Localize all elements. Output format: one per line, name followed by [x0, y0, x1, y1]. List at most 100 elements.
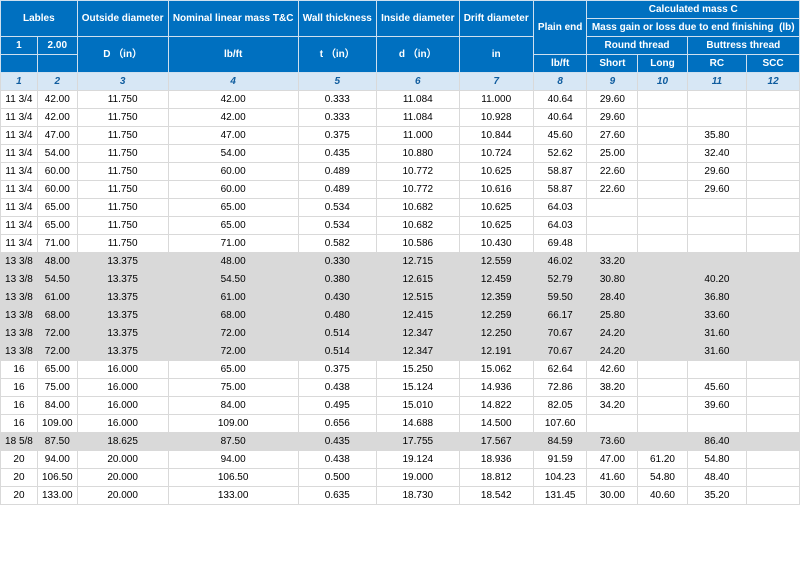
- table-cell: 14.822: [459, 397, 533, 415]
- table-cell: 87.50: [37, 433, 77, 451]
- table-cell: 11.084: [376, 109, 459, 127]
- table-cell: 0.489: [298, 163, 376, 181]
- table-cell: 46.02: [533, 253, 587, 271]
- table-row: 11 3/460.0011.75060.000.48910.77210.6165…: [1, 181, 800, 199]
- table-cell: 11 3/4: [1, 181, 38, 199]
- table-cell: [747, 235, 800, 253]
- table-cell: 11 3/4: [1, 127, 38, 145]
- table-cell: 13 3/8: [1, 271, 38, 289]
- table-cell: 22.60: [587, 163, 638, 181]
- table-cell: [638, 415, 687, 433]
- table-cell: [587, 199, 638, 217]
- table-cell: 16: [1, 397, 38, 415]
- table-cell: 0.438: [298, 451, 376, 469]
- table-cell: 25.80: [587, 307, 638, 325]
- table-cell: 68.00: [168, 307, 298, 325]
- table-row: 11 3/447.0011.75047.000.37511.00010.8444…: [1, 127, 800, 145]
- table-cell: 64.03: [533, 217, 587, 235]
- table-cell: 70.67: [533, 343, 587, 361]
- table-cell: 84.59: [533, 433, 587, 451]
- column-number: 9: [587, 73, 638, 91]
- table-cell: 24.20: [587, 325, 638, 343]
- table-cell: [638, 397, 687, 415]
- table-cell: 11 3/4: [1, 109, 38, 127]
- table-cell: 0.514: [298, 325, 376, 343]
- table-cell: [747, 451, 800, 469]
- table-cell: 31.60: [687, 343, 747, 361]
- table-cell: 10.616: [459, 181, 533, 199]
- hdr-rt-long: Long: [638, 55, 687, 73]
- table-cell: 22.60: [587, 181, 638, 199]
- table-row: 20106.5020.000106.500.50019.00018.812104…: [1, 469, 800, 487]
- table-cell: 11.750: [77, 145, 168, 163]
- table-row: 1684.0016.00084.000.49515.01014.82282.05…: [1, 397, 800, 415]
- table-row: 11 3/471.0011.75071.000.58210.58610.4306…: [1, 235, 800, 253]
- table-cell: [747, 415, 800, 433]
- table-cell: 60.00: [37, 163, 77, 181]
- column-number: 2: [37, 73, 77, 91]
- table-cell: [747, 289, 800, 307]
- table-cell: 0.534: [298, 217, 376, 235]
- table-cell: [687, 361, 747, 379]
- table-header: Lables Outside diameter Nominal linear m…: [1, 1, 800, 73]
- table-cell: 15.250: [376, 361, 459, 379]
- table-cell: 75.00: [37, 379, 77, 397]
- table-cell: 0.430: [298, 289, 376, 307]
- hdr-inside-diameter: Inside diameter: [376, 1, 459, 37]
- table-cell: 0.582: [298, 235, 376, 253]
- table-cell: 24.20: [587, 343, 638, 361]
- table-cell: 34.20: [587, 397, 638, 415]
- table-cell: 12.259: [459, 307, 533, 325]
- table-cell: [638, 343, 687, 361]
- hdr-rt-short: Short: [587, 55, 638, 73]
- table-cell: 27.60: [587, 127, 638, 145]
- table-cell: 11.750: [77, 127, 168, 145]
- table-cell: 71.00: [168, 235, 298, 253]
- table-cell: 13 3/8: [1, 253, 38, 271]
- table-cell: 12.415: [376, 307, 459, 325]
- table-cell: 47.00: [37, 127, 77, 145]
- table-cell: 45.60: [687, 379, 747, 397]
- hdr-bt-rc: RC: [687, 55, 747, 73]
- table-cell: 133.00: [168, 487, 298, 505]
- table-cell: 12.559: [459, 253, 533, 271]
- table-cell: 11 3/4: [1, 91, 38, 109]
- table-cell: 42.00: [168, 109, 298, 127]
- table-cell: 48.40: [687, 469, 747, 487]
- table-cell: [747, 433, 800, 451]
- table-cell: 38.20: [587, 379, 638, 397]
- table-cell: [747, 217, 800, 235]
- table-cell: 131.45: [533, 487, 587, 505]
- table-cell: 40.20: [687, 271, 747, 289]
- table-cell: [638, 163, 687, 181]
- table-cell: 42.00: [168, 91, 298, 109]
- table-cell: 28.40: [587, 289, 638, 307]
- table-cell: 0.375: [298, 361, 376, 379]
- table-cell: 10.724: [459, 145, 533, 163]
- hdr-calculated-mass: Calculated mass C: [587, 1, 800, 19]
- table-cell: 0.435: [298, 145, 376, 163]
- column-number: 3: [77, 73, 168, 91]
- table-cell: 47.00: [587, 451, 638, 469]
- table-cell: [638, 307, 687, 325]
- table-row: 20133.0020.000133.000.63518.73018.542131…: [1, 487, 800, 505]
- table-cell: 13.375: [77, 307, 168, 325]
- table-cell: 40.60: [638, 487, 687, 505]
- table-cell: 54.80: [638, 469, 687, 487]
- table-cell: [638, 325, 687, 343]
- table-cell: 10.430: [459, 235, 533, 253]
- table-cell: 18.542: [459, 487, 533, 505]
- table-cell: 54.50: [168, 271, 298, 289]
- table-cell: [638, 145, 687, 163]
- hdr-empty-2: [37, 55, 77, 73]
- table-cell: [638, 127, 687, 145]
- table-cell: [747, 199, 800, 217]
- table-cell: [747, 397, 800, 415]
- table-cell: 84.00: [37, 397, 77, 415]
- table-cell: 61.00: [37, 289, 77, 307]
- table-cell: 18.625: [77, 433, 168, 451]
- table-row: 18 5/887.5018.62587.500.43517.75517.5678…: [1, 433, 800, 451]
- table-row: 11 3/454.0011.75054.000.43510.88010.7245…: [1, 145, 800, 163]
- table-cell: 33.60: [687, 307, 747, 325]
- table-cell: 12.515: [376, 289, 459, 307]
